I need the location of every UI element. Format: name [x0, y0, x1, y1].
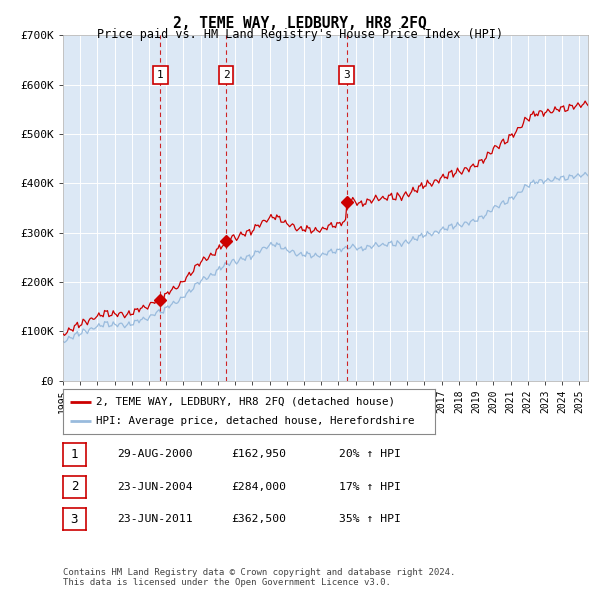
Text: 17% ↑ HPI: 17% ↑ HPI: [339, 482, 401, 491]
Text: 35% ↑ HPI: 35% ↑ HPI: [339, 514, 401, 524]
Text: £284,000: £284,000: [231, 482, 286, 491]
Text: 1: 1: [71, 448, 78, 461]
Text: 3: 3: [71, 513, 78, 526]
Text: 1: 1: [157, 70, 164, 80]
Text: Contains HM Land Registry data © Crown copyright and database right 2024.
This d: Contains HM Land Registry data © Crown c…: [63, 568, 455, 587]
Text: Price paid vs. HM Land Registry's House Price Index (HPI): Price paid vs. HM Land Registry's House …: [97, 28, 503, 41]
Text: 29-AUG-2000: 29-AUG-2000: [117, 450, 193, 459]
Text: £362,500: £362,500: [231, 514, 286, 524]
Text: 20% ↑ HPI: 20% ↑ HPI: [339, 450, 401, 459]
Text: 2, TEME WAY, LEDBURY, HR8 2FQ: 2, TEME WAY, LEDBURY, HR8 2FQ: [173, 16, 427, 31]
Text: 3: 3: [343, 70, 350, 80]
Text: HPI: Average price, detached house, Herefordshire: HPI: Average price, detached house, Here…: [97, 417, 415, 426]
Text: 2: 2: [71, 480, 78, 493]
Text: £162,950: £162,950: [231, 450, 286, 459]
Text: 2, TEME WAY, LEDBURY, HR8 2FQ (detached house): 2, TEME WAY, LEDBURY, HR8 2FQ (detached …: [97, 397, 395, 407]
Text: 2: 2: [223, 70, 230, 80]
Text: 23-JUN-2004: 23-JUN-2004: [117, 482, 193, 491]
Text: 23-JUN-2011: 23-JUN-2011: [117, 514, 193, 524]
